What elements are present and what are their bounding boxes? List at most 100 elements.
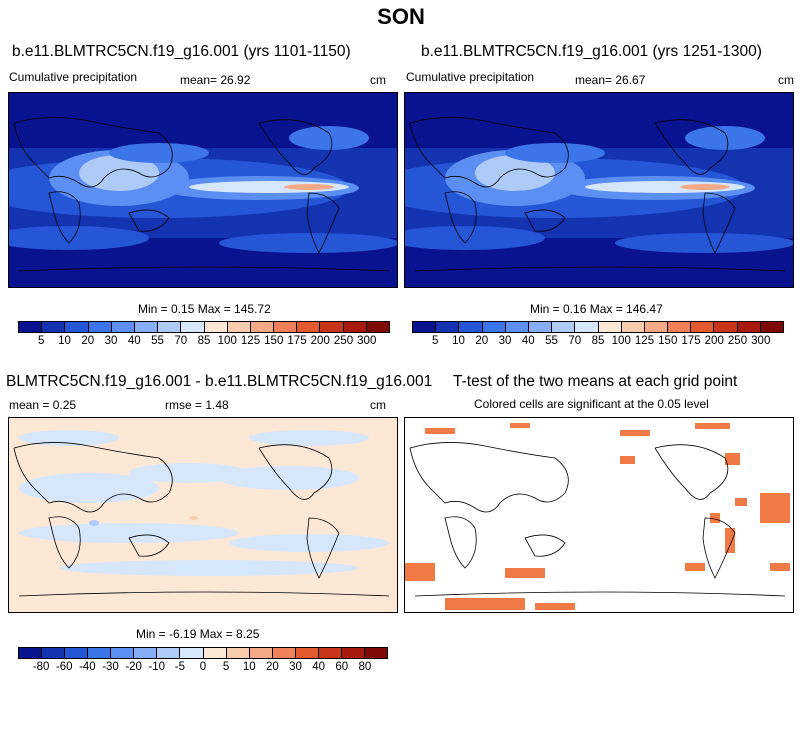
panel3-rmse-label: rmse = 1.48: [165, 398, 229, 412]
panel1-units-label: cm: [370, 73, 386, 87]
colorbar-tick-label: 175: [681, 335, 701, 347]
panel1-precip-map: [8, 92, 398, 288]
colorbar-segment: [226, 648, 250, 658]
panel2-minmax: Min = 0.16 Max = 146.47: [530, 302, 663, 316]
panel1-minmax: Min = 0.15 Max = 145.72: [138, 302, 271, 316]
panel3-units-label: cm: [370, 398, 386, 412]
colorbar-tick-label: 10: [242, 661, 256, 673]
panel4-title: T-test of the two means at each grid poi…: [453, 373, 738, 390]
colorbar-segment: [274, 322, 298, 332]
panel1-colorbar-ticks: 5 10 20 30 40 55 70 85 100 125 150 175 200 250 300: [18, 335, 390, 349]
colorbar-tick-label: 10: [452, 335, 465, 347]
panel2-units-label: cm: [778, 73, 794, 87]
colorbar-segment: [575, 322, 599, 332]
colorbar-segment: [227, 322, 251, 332]
colorbar-tick-label: 70: [174, 335, 188, 347]
colorbar-segment: [65, 322, 89, 332]
colorbar-tick-label: 20: [265, 661, 279, 673]
colorbar-tick-label: 40: [521, 335, 535, 347]
colorbar-segment: [272, 648, 296, 658]
colorbar-segment: [737, 322, 761, 332]
colorbar-segment: [343, 322, 367, 332]
colorbar-segment: [528, 322, 553, 332]
colorbar-segment: [111, 648, 135, 658]
colorbar-tick-label: -10: [148, 661, 166, 673]
colorbar-tick-label: 150: [264, 335, 284, 347]
colorbar-segment: [19, 322, 43, 332]
colorbar-tick-label: -60: [55, 661, 73, 673]
colorbar-tick-label: 85: [591, 335, 605, 347]
colorbar-tick-label: 85: [197, 335, 211, 347]
panel4-subtitle: Colored cells are significant at the 0.0…: [474, 397, 709, 411]
colorbar-tick-label: 250: [333, 335, 354, 347]
colorbar-segment: [297, 322, 321, 332]
panel2-colorbar: [412, 321, 784, 333]
colorbar-tick-label: -20: [125, 661, 142, 673]
colorbar-tick-label: -80: [32, 661, 50, 673]
figure-title: SON: [377, 4, 425, 29]
colorbar-tick-label: 20: [81, 335, 95, 347]
colorbar-tick-label: 100: [611, 335, 631, 347]
panel2-map-svg: [405, 93, 793, 287]
colorbar-tick-label: 10: [58, 335, 71, 347]
panel2-mean-label: mean= 26.67: [575, 73, 646, 87]
colorbar-tick-label: 125: [240, 335, 261, 347]
colorbar-segment: [88, 648, 112, 658]
colorbar-segment: [459, 322, 483, 332]
panel1-colorbar: [18, 321, 390, 333]
colorbar-segment: [366, 322, 389, 332]
colorbar-tick-label: -5: [174, 661, 185, 673]
colorbar-tick-label: 40: [312, 661, 326, 673]
colorbar-tick-label: 80: [358, 661, 372, 673]
colorbar-segment: [181, 322, 205, 332]
colorbar-tick-label: 30: [104, 335, 118, 347]
colorbar-segment: [691, 322, 715, 332]
colorbar-tick-label: 5: [432, 335, 439, 347]
colorbar-segment: [180, 648, 204, 658]
colorbar-tick-label: -40: [79, 661, 96, 673]
panel2-precip-map: [404, 92, 794, 288]
panel1-mean-label: mean= 26.92: [180, 73, 251, 87]
colorbar-segment: [295, 648, 319, 658]
colorbar-segment: [760, 322, 783, 332]
colorbar-tick-label: 175: [287, 335, 307, 347]
colorbar-tick-label: 150: [658, 335, 678, 347]
colorbar-segment: [320, 322, 344, 332]
colorbar-segment: [250, 322, 275, 332]
colorbar-tick-label: 300: [751, 335, 771, 347]
colorbar-segment: [158, 322, 182, 332]
panel1-title: b.e11.BLMTRC5CN.f19_g16.001 (yrs 1101-11…: [12, 43, 351, 60]
colorbar-tick-label: 250: [727, 335, 748, 347]
colorbar-tick-label: 100: [217, 335, 237, 347]
colorbar-segment: [204, 322, 228, 332]
colorbar-tick-label: 20: [475, 335, 489, 347]
colorbar-tick-label: -30: [102, 661, 119, 673]
panel3-difference-map: [8, 417, 398, 613]
panel1-variable-label: Cumulative precipitation: [9, 70, 138, 84]
panel2-colorbar-ticks: 5 10 20 30 40 55 70 85 100 125 150 175 200 250 300: [412, 335, 784, 349]
colorbar-segment: [65, 648, 89, 658]
colorbar-segment: [134, 648, 158, 658]
panel3-minmax: Min = -6.19 Max = 8.25: [136, 627, 260, 641]
colorbar-tick-label: 300: [357, 335, 377, 347]
panel3-title: BLMTRC5CN.f19_g16.001 - b.e11.BLMTRC5CN.…: [6, 373, 433, 390]
colorbar-segment: [134, 322, 159, 332]
colorbar-segment: [436, 322, 460, 332]
colorbar-segment: [19, 648, 43, 658]
colorbar-segment: [203, 648, 227, 658]
colorbar-segment: [88, 322, 112, 332]
colorbar-segment: [42, 322, 66, 332]
colorbar-tick-label: 30: [498, 335, 512, 347]
panel3-colorbar: [18, 647, 388, 659]
panel4-ttest-map: [404, 417, 794, 613]
colorbar-segment: [598, 322, 622, 332]
colorbar-segment: [482, 322, 506, 332]
panel4-map-svg: [405, 418, 793, 612]
panel1-map-svg: [9, 93, 397, 287]
colorbar-tick-label: 125: [634, 335, 655, 347]
colorbar-tick-label: 200: [310, 335, 330, 347]
colorbar-segment: [552, 322, 576, 332]
panel3-mean-label: mean = 0.25: [9, 398, 77, 412]
colorbar-tick-label: 0: [199, 661, 207, 673]
colorbar-segment: [42, 648, 66, 658]
